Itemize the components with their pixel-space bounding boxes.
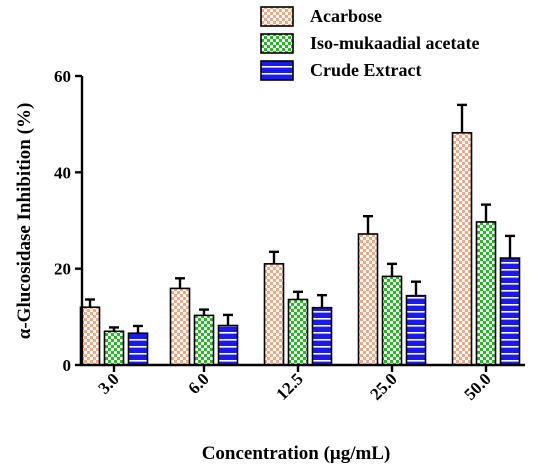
bar-iso-mukaadial-acetate-3-0 (103, 330, 125, 366)
legend-swatch (260, 60, 294, 81)
legend-label: Crude Extract (310, 60, 421, 80)
bar-iso-mukaadial-acetate-12-5 (287, 298, 309, 366)
bar-crude-extract-25-0 (405, 294, 427, 366)
x-tick-label: 6.0 (184, 369, 212, 397)
bar-acarbose-6-0 (169, 287, 191, 366)
bar-iso-mukaadial-acetate-50-0 (475, 221, 497, 366)
x-tick-label: 50.0 (460, 369, 494, 403)
legend-label: Acarbose (310, 6, 382, 26)
bar-acarbose-50-0 (451, 132, 473, 366)
bar-crude-extract-12-5 (311, 306, 333, 366)
x-tick-label: 25.0 (366, 369, 400, 403)
x-axis-title: Concentration (μg/mL) (202, 443, 391, 464)
legend: Acarbose Iso-mukaadial acetate Crude Extra… (260, 6, 480, 81)
legend-label: Iso-mukaadial acetate (310, 33, 480, 53)
y-tick-label: 40 (54, 163, 71, 182)
plot-area (79, 103, 521, 366)
x-tick-label: 12.5 (272, 369, 306, 403)
bar-acarbose-12-5 (263, 263, 285, 366)
bar-crude-extract-50-0 (499, 257, 521, 366)
x-tick-label: 3.0 (94, 369, 122, 397)
legend-swatch (260, 6, 294, 27)
bar-iso-mukaadial-acetate-6-0 (193, 314, 215, 366)
y-tick-label: 20 (54, 260, 71, 279)
y-tick-label: 60 (54, 67, 71, 86)
bar-acarbose-3-0 (79, 306, 101, 366)
legend-swatch (260, 33, 294, 54)
bar-acarbose-25-0 (357, 233, 379, 366)
bar-crude-extract-6-0 (217, 324, 239, 366)
y-axis-title: α-Glucosidase Inhibition (%) (14, 103, 35, 340)
y-tick-label: 0 (63, 356, 72, 375)
bar-iso-mukaadial-acetate-25-0 (381, 275, 403, 366)
bar-crude-extract-3-0 (127, 332, 149, 366)
